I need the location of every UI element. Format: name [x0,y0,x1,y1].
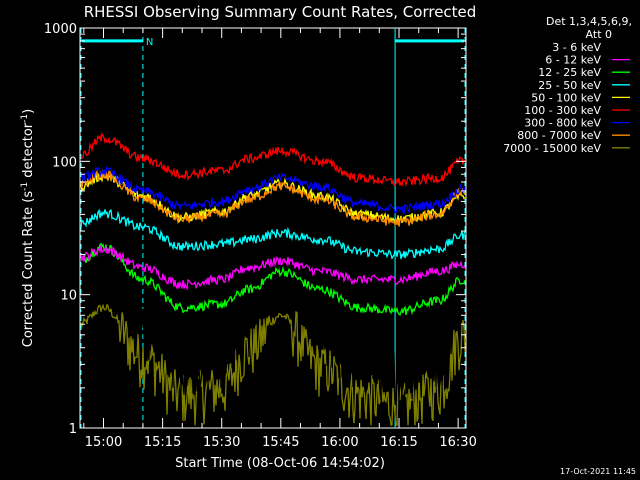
series-line [80,169,466,228]
x-tick-label: 15:15 [144,435,181,450]
x-tick-label: 16:30 [439,435,476,450]
y-axis-label: Corrected Count Rate (s-1 detector-1) [20,109,36,347]
axis-ticks: 1 10 100 1000 15:00 15:15 15:30 15:45 16:00 16:15… [44,22,477,450]
legend-entry-label: 7000 - 15000 keV [503,142,601,155]
series-line [80,171,466,226]
series-line [80,245,466,291]
y-tick-label: 1000 [44,22,77,37]
series-line [80,275,466,407]
chart-title: RHESSI Observing Summary Count Rates, Co… [84,3,477,21]
x-tick-label: 16:00 [321,435,358,450]
series-line [80,165,466,215]
y-tick-label: 10 [60,289,77,304]
series-line [80,208,466,260]
flag-bar-label: N [146,37,153,48]
legend-header-line-2: Att 0 [586,28,612,41]
legend-entry-label: 300 - 800 keV [524,117,601,130]
x-tick-label: 15:30 [203,435,240,450]
plot-frame [79,27,467,429]
x-axis-label: Start Time (08-Oct-06 14:54:02) [175,456,385,471]
legend-entry-label: 25 - 50 keV [538,79,601,92]
legend-entry-label: 12 - 25 keV [538,66,601,79]
footer-timestamp: 17-Oct-2021 11:45 [560,467,636,476]
series-line [80,132,465,188]
y-tick-label: 100 [52,155,77,170]
legend-entry-label: 800 - 7000 keV [517,129,601,142]
legend-entry-label: 3 - 6 keV [552,41,601,54]
legend-entry-label: 6 - 12 keV [545,54,601,67]
x-tick-label: 15:45 [262,435,299,450]
series-layer [80,132,466,427]
legend-entry-label: 100 - 300 keV [524,104,601,117]
y-tick-label: 1 [69,422,77,437]
legend-header-line-1: Det 1,3,4,5,6,9, [546,15,632,28]
x-tick-label: 15:00 [85,435,122,450]
series-line [80,242,466,316]
legend-entry-label: 50 - 100 keV [531,91,601,104]
x-tick-label: 16:15 [380,435,417,450]
